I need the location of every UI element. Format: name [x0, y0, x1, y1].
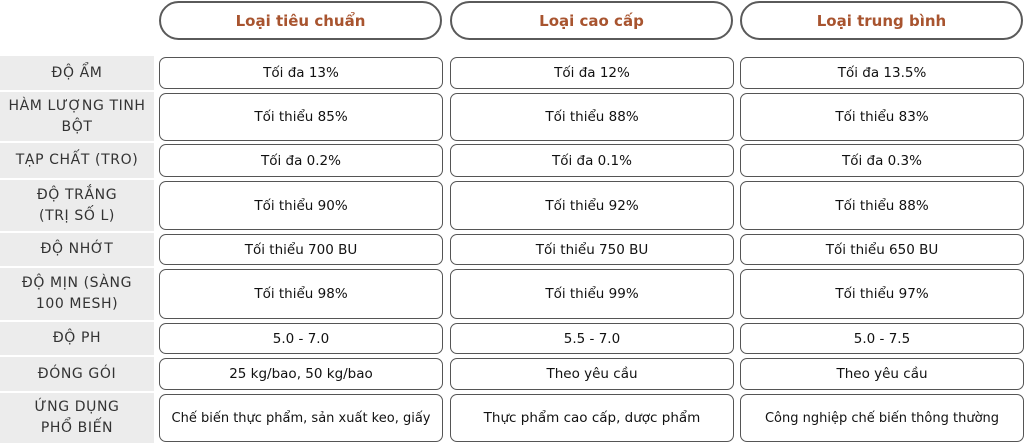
table-cell: Tối thiểu 98% — [159, 269, 443, 319]
table-cell: Tối thiểu 90% — [159, 181, 443, 230]
table-cell: Tối đa 13% — [159, 57, 443, 89]
table-cell: Tối thiểu 650 BU — [740, 234, 1024, 265]
row-label-applications: ỨNG DỤNG PHỔ BIẾN — [0, 393, 154, 443]
table-cell: Tối đa 0.3% — [740, 144, 1024, 177]
table-cell: 5.0 - 7.0 — [159, 323, 443, 354]
row-label-ph: ĐỘ PH — [0, 322, 154, 355]
row-label-starch: HÀM LƯỢNG TINH BỘT — [0, 92, 154, 141]
table-cell: Tối đa 0.1% — [450, 144, 734, 177]
row-label-impurity: TẠP CHẤT (TRO) — [0, 143, 154, 178]
table-cell: Theo yêu cầu — [740, 358, 1024, 390]
table-cell: Thực phẩm cao cấp, dược phẩm — [450, 394, 734, 442]
table-cell: Chế biến thực phẩm, sản xuất keo, giấy — [159, 394, 443, 442]
table-cell: Tối thiểu 85% — [159, 93, 443, 141]
table-cell: Theo yêu cầu — [450, 358, 734, 390]
column-header-medium: Loại trung bình — [740, 1, 1023, 40]
column-header-standard: Loại tiêu chuẩn — [159, 1, 442, 40]
column-header-premium: Loại cao cấp — [450, 1, 733, 40]
table-cell: Tối đa 13.5% — [740, 57, 1024, 89]
table-cell: Tối thiểu 97% — [740, 269, 1024, 319]
row-label-whiteness: ĐỘ TRẮNG (TRỊ SỐ L) — [0, 180, 154, 231]
table-cell: Tối thiểu 92% — [450, 181, 734, 230]
table-cell: Tối thiểu 750 BU — [450, 234, 734, 265]
table-cell: 5.5 - 7.0 — [450, 323, 734, 354]
table-cell: Tối đa 0.2% — [159, 144, 443, 177]
row-label-moisture: ĐỘ ẨM — [0, 56, 154, 90]
table-cell: Tối thiểu 83% — [740, 93, 1024, 141]
table-cell: Tối thiểu 88% — [450, 93, 734, 141]
row-label-packaging: ĐÓNG GÓI — [0, 357, 154, 391]
row-label-viscosity: ĐỘ NHỚT — [0, 233, 154, 266]
table-cell: 25 kg/bao, 50 kg/bao — [159, 358, 443, 390]
row-label-fineness: ĐỘ MỊN (SÀNG 100 MESH) — [0, 268, 154, 320]
table-cell: Tối thiểu 99% — [450, 269, 734, 319]
table-cell: Tối thiểu 88% — [740, 181, 1024, 230]
table-cell: 5.0 - 7.5 — [740, 323, 1024, 354]
table-cell: Tối đa 12% — [450, 57, 734, 89]
table-cell: Công nghiệp chế biến thông thường — [740, 394, 1024, 442]
table-cell: Tối thiểu 700 BU — [159, 234, 443, 265]
